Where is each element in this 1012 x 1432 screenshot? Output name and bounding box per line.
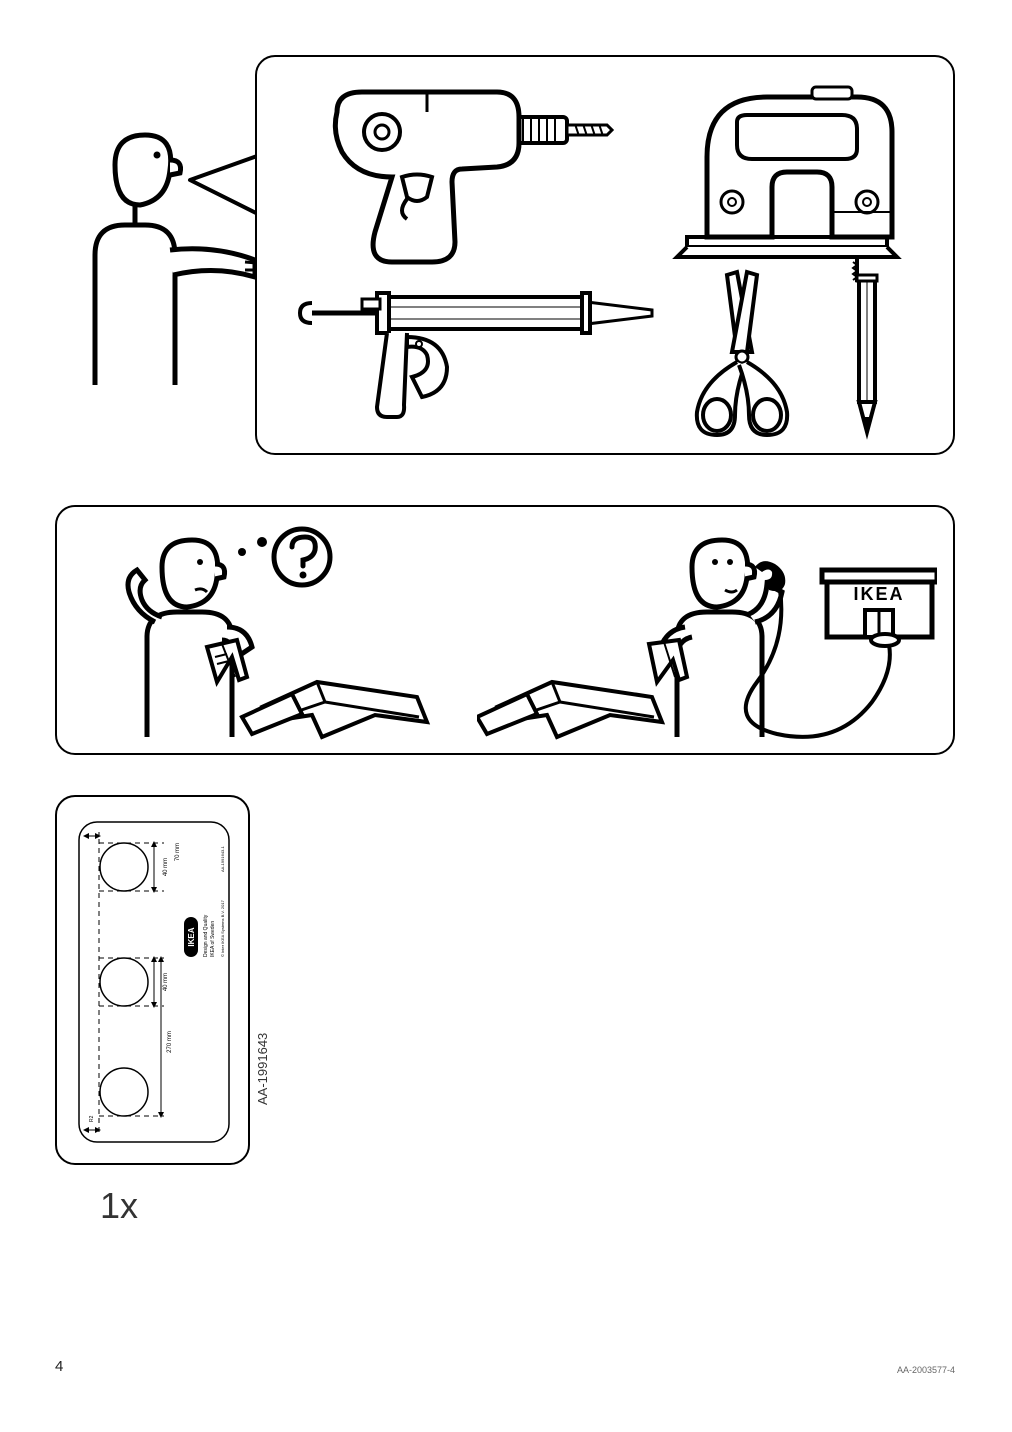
ikea-logo: IKEA [187,927,196,946]
dimension-label: 40 mm [163,858,169,876]
page-number: 4 [55,1358,63,1375]
scissors-icon [677,267,807,442]
quantity-label: 1x [100,1185,138,1227]
confused-person-figure [87,522,457,742]
calling-ikea-figure: IKEA [477,522,937,747]
drill-template-panel: R2 270 mm 40 [55,795,250,1165]
dim-label: R2 [89,1115,95,1122]
fine-print: Design and Quality [203,914,209,957]
caulk-gun-icon [292,277,662,437]
fine-print: AA-1991643-1 [220,845,225,872]
drill-template-diagram: R2 270 mm 40 [57,797,252,1167]
tools-required-panel [255,55,955,455]
help-instructions-panel: IKEA [55,505,955,755]
dimension-label: 70 mm [175,843,181,861]
jigsaw-icon [657,77,917,287]
fine-print: IKEA of Sweden [210,921,216,957]
drill-icon [307,77,617,277]
fine-print: © Inter IKEA Systems B.V. 2017 [220,899,225,957]
pencil-icon [847,272,887,442]
dimension-label: 270 mm [167,1031,173,1053]
template-part-number: AA-1991643 [255,1033,270,1105]
dimension-label: 40 mm [163,973,169,991]
document-id: AA-2003577-4 [897,1365,955,1375]
ikea-store-label: IKEA [853,584,904,604]
